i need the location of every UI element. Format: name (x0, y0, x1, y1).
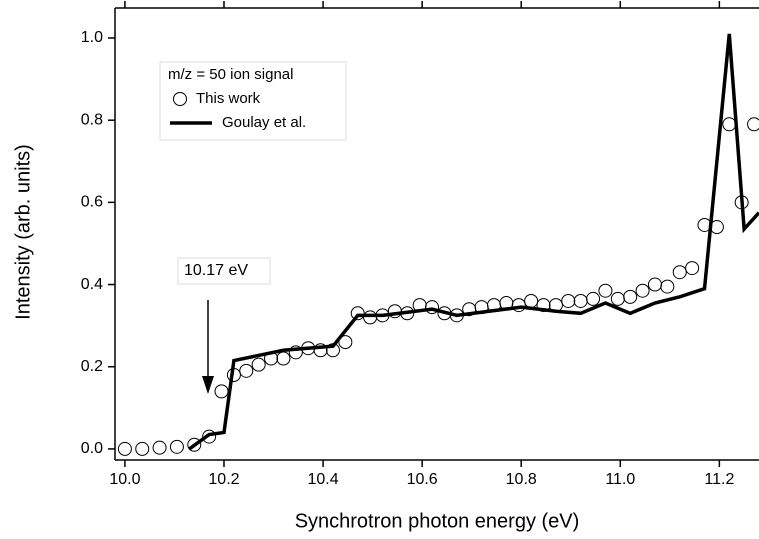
data-point (239, 363, 254, 378)
data-point (623, 289, 638, 304)
data-point (647, 277, 662, 292)
x-tick-label: 10.0 (109, 471, 140, 488)
data-point (363, 310, 378, 325)
legend-label: Goulay et al. (222, 114, 306, 131)
data-point (610, 291, 625, 306)
data-point (722, 117, 737, 132)
data-point (635, 283, 650, 298)
x-tick-label: 10.8 (506, 471, 537, 488)
data-point (350, 306, 365, 321)
data-point (536, 298, 551, 313)
data-point (685, 261, 700, 276)
data-point (214, 384, 229, 399)
data-point (288, 345, 303, 360)
y-tick-label: 1.0 (81, 29, 103, 46)
data-point (598, 283, 613, 298)
data-point (187, 437, 202, 452)
y-tick-label: 0.4 (81, 276, 103, 293)
data-line (188, 33, 759, 451)
data-point (117, 441, 132, 456)
data-point (511, 298, 526, 313)
data-point (672, 265, 687, 280)
y-tick-label: 0.2 (81, 358, 103, 375)
y-tick-label: 0.8 (81, 111, 103, 128)
data-point (276, 351, 291, 366)
data-point (251, 357, 266, 372)
arrow-head (202, 376, 214, 394)
x-axis-label: Synchrotron photon energy (eV) (295, 510, 580, 532)
data-point (573, 293, 588, 308)
data-point (561, 293, 576, 308)
data-point (202, 429, 217, 444)
data-point (524, 293, 539, 308)
x-tick-label: 10.6 (407, 471, 438, 488)
data-point (313, 343, 328, 358)
legend-label: This work (196, 90, 261, 107)
data-point (586, 291, 601, 306)
data-point (152, 440, 167, 455)
x-tick-label: 10.4 (307, 471, 338, 488)
annotation-box (177, 257, 271, 285)
data-point (660, 279, 675, 294)
x-tick-label: 11.2 (704, 471, 734, 488)
legend-marker (173, 92, 187, 106)
data-point (425, 300, 440, 315)
x-tick-label: 10.2 (208, 471, 239, 488)
legend-title: m/z = 50 ion signal (168, 66, 294, 83)
data-point (169, 439, 184, 454)
legend-box (159, 61, 347, 141)
x-tick-label: 11.0 (605, 471, 635, 488)
y-tick-label: 0.0 (81, 440, 103, 457)
y-tick-label: 0.6 (81, 194, 103, 211)
data-point (135, 441, 150, 456)
data-point (338, 335, 353, 350)
y-axis-label: Intensity (arb. units) (12, 144, 34, 320)
annotation-text: 10.17 eV (184, 262, 248, 279)
data-point (747, 117, 759, 132)
